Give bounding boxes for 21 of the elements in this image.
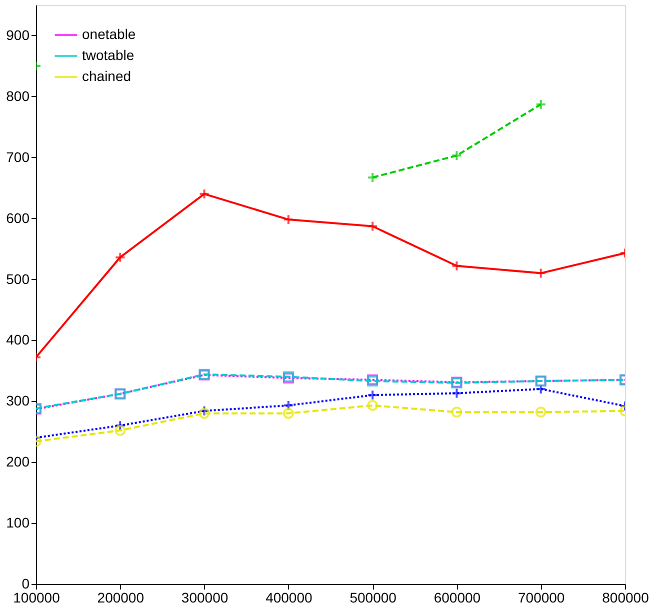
y-tick-label: 600: [6, 210, 30, 226]
y-tick-label: 300: [6, 392, 30, 409]
y-tick-label: 100: [6, 514, 30, 531]
x-tick-label: 800000: [602, 590, 650, 606]
legend-label: onetable: [82, 26, 136, 42]
y-tick-label: 0: [22, 576, 30, 592]
y-tick-label: 800: [6, 88, 30, 104]
x-tick-label: 200000: [97, 590, 144, 606]
x-tick-label: 100000: [13, 590, 60, 606]
x-tick-label: 700000: [518, 590, 565, 606]
legend-label: twotable: [82, 47, 134, 63]
y-tick-label: 500: [6, 270, 30, 287]
y-tick-label: 200: [6, 454, 30, 470]
x-tick-label: 400000: [266, 590, 312, 606]
legend-label: chained: [82, 68, 132, 84]
y-tick-label: 900: [6, 26, 30, 43]
x-tick-label: 300000: [181, 590, 228, 606]
y-tick-label: 400: [6, 332, 30, 348]
x-tick-label: 600000: [434, 590, 481, 606]
x-tick-label: 500000: [350, 590, 397, 606]
y-tick-label: 700: [6, 148, 30, 165]
